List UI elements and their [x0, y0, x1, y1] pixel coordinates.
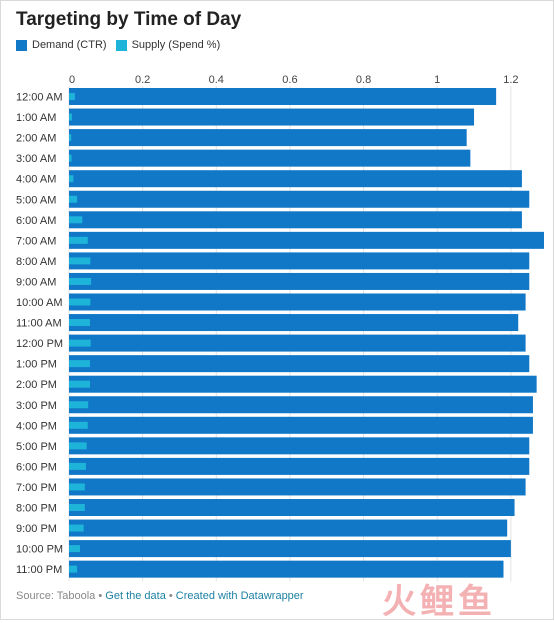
demand-bar — [69, 293, 526, 311]
demand-bar — [69, 416, 533, 434]
category-label: 11:00 PM — [16, 564, 62, 576]
category-label: 9:00 PM — [16, 523, 57, 535]
demand-bar — [69, 314, 519, 332]
x-tick-label: 0.8 — [356, 74, 371, 86]
demand-bar — [69, 396, 533, 414]
x-tick-label: 0.4 — [209, 74, 224, 86]
supply-bar — [69, 462, 86, 470]
demand-bar — [69, 252, 530, 270]
supply-bar — [69, 360, 90, 368]
category-label: 7:00 PM — [16, 482, 57, 494]
demand-bar — [69, 519, 508, 537]
category-label: 4:00 AM — [16, 174, 56, 186]
demand-bar — [69, 375, 537, 393]
demand-bar — [69, 211, 522, 229]
x-tick-label: 0.6 — [282, 74, 297, 86]
category-label: 3:00 AM — [16, 153, 56, 165]
category-label: 11:00 AM — [16, 318, 62, 330]
demand-bar — [69, 272, 530, 290]
demand-bar — [69, 334, 526, 352]
watermark-logo: 火鲤鱼 — [382, 583, 496, 621]
demand-bar — [69, 170, 522, 188]
source-text: Source: Taboola — [16, 590, 96, 602]
category-label: 6:00 PM — [16, 461, 57, 473]
x-tick-label: 1 — [434, 74, 440, 86]
supply-bar — [69, 154, 72, 162]
supply-bar — [69, 545, 81, 553]
get-data-link[interactable]: Get the data — [105, 590, 166, 602]
supply-bar — [69, 401, 89, 409]
supply-bar — [69, 483, 85, 491]
category-label: 2:00 PM — [16, 379, 57, 391]
category-label: 10:00 PM — [16, 544, 63, 556]
demand-bar — [69, 355, 530, 373]
category-label: 5:00 PM — [16, 441, 57, 453]
category-label: 12:00 AM — [16, 92, 62, 104]
category-label: 3:00 PM — [16, 400, 57, 412]
footer-separator: • — [165, 590, 176, 602]
supply-bar — [69, 236, 88, 244]
legend-item-supply: Supply (Spend %) — [115, 39, 221, 51]
demand-bar — [69, 437, 530, 455]
footer: Source: Taboola • Get the data • Created… — [16, 590, 304, 602]
category-label: 6:00 AM — [16, 215, 56, 227]
category-label: 10:00 AM — [16, 297, 62, 309]
x-tick-label: 0 — [69, 74, 75, 86]
supply-bar — [69, 277, 92, 285]
demand-bar — [69, 108, 475, 126]
supply-bar — [69, 298, 91, 306]
demand-bar — [69, 457, 530, 475]
x-tick-label: 1.2 — [503, 74, 518, 86]
supply-bar — [69, 93, 75, 100]
supply-bar — [69, 113, 72, 121]
category-label: 1:00 AM — [16, 112, 56, 124]
legend-swatch-supply — [115, 39, 127, 51]
category-label: 4:00 PM — [16, 420, 57, 432]
category-label: 1:00 PM — [16, 359, 57, 371]
supply-bar — [69, 175, 74, 183]
category-label: 8:00 AM — [16, 256, 56, 268]
legend-label-demand: Demand (CTR) — [32, 39, 107, 51]
demand-bar — [69, 231, 544, 249]
supply-bar — [69, 319, 90, 327]
legend: Demand (CTR) Supply (Spend %) — [16, 39, 229, 51]
bar-chart: 0 0.2 0.4 0.6 0.8 1 1.2 12:00 AM 1:00 AM 2:00 AM 3… — [16, 74, 544, 582]
datawrapper-link[interactable]: Created with Datawrapper — [175, 590, 304, 602]
x-tick-label: 0.2 — [135, 74, 150, 86]
supply-bar — [69, 380, 90, 388]
supply-bar — [69, 565, 78, 573]
supply-bar — [69, 339, 91, 347]
demand-bar — [69, 88, 497, 105]
category-label: 8:00 PM — [16, 503, 57, 515]
supply-bar — [69, 524, 84, 532]
category-label: 7:00 AM — [16, 235, 56, 247]
supply-bar — [69, 442, 87, 450]
legend-swatch-demand — [16, 39, 27, 51]
category-label: 12:00 PM — [16, 338, 63, 350]
legend-label-supply: Supply (Spend %) — [131, 39, 221, 51]
demand-bar — [69, 560, 504, 578]
demand-bar — [69, 540, 511, 558]
legend-item-demand: Demand (CTR) — [16, 39, 107, 51]
supply-bar — [69, 257, 91, 265]
supply-bar — [69, 216, 83, 224]
demand-bar — [69, 499, 515, 516]
supply-bar — [69, 421, 88, 429]
demand-bar — [69, 149, 471, 167]
demand-bar — [69, 190, 530, 208]
category-label: 9:00 AM — [16, 276, 56, 288]
chart-title: Targeting by Time of Day — [16, 9, 242, 30]
demand-bar — [69, 129, 467, 147]
footer-separator: • — [95, 590, 106, 602]
supply-bar — [69, 504, 85, 511]
category-label: 2:00 AM — [16, 133, 56, 145]
supply-bar — [69, 134, 72, 142]
demand-bar — [69, 478, 526, 496]
category-label: 5:00 AM — [16, 194, 56, 206]
supply-bar — [69, 195, 78, 203]
